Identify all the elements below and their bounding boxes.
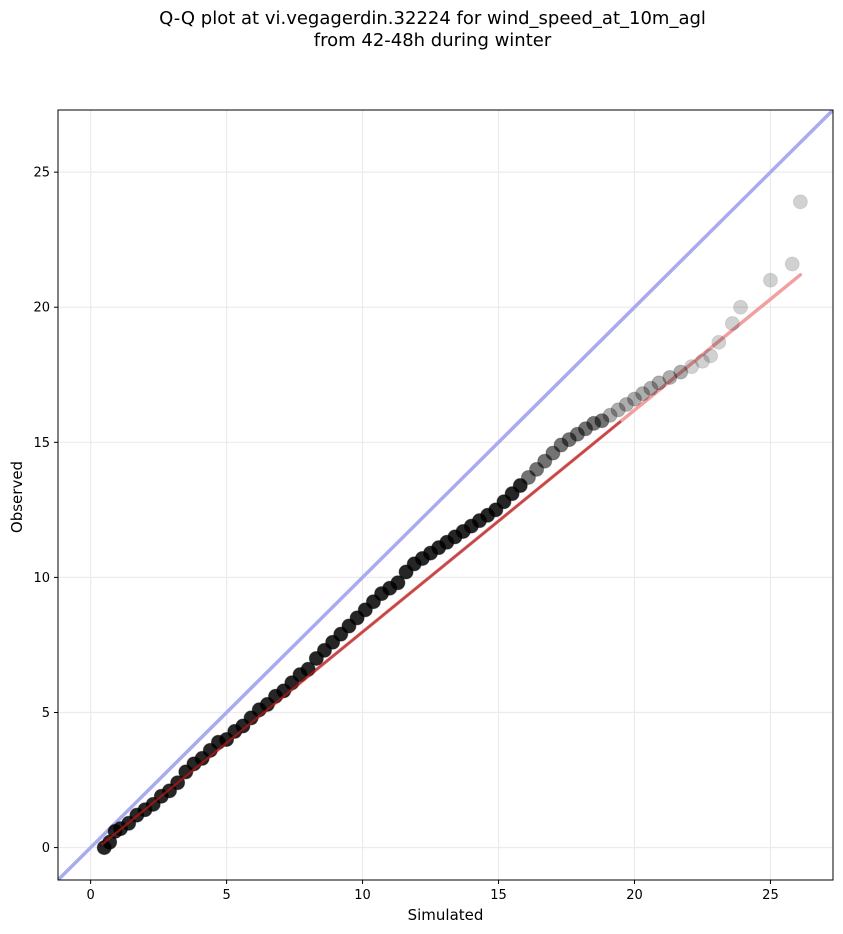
data-point xyxy=(635,386,651,402)
data-point xyxy=(594,413,610,429)
data-point xyxy=(618,396,634,412)
data-point xyxy=(643,380,659,396)
data-point xyxy=(784,256,800,272)
title-line-1: Q-Q plot at vi.vegagerdin.32224 for wind… xyxy=(159,8,706,29)
y-tick-label: 25 xyxy=(33,166,50,181)
data-point xyxy=(694,353,710,369)
y-tick-label: 0 xyxy=(42,841,50,856)
x-tick-label: 15 xyxy=(490,888,507,903)
y-axis-label: Observed xyxy=(8,460,26,534)
y-tick-label: 5 xyxy=(42,706,50,721)
data-point xyxy=(684,359,700,375)
data-point xyxy=(711,334,727,350)
data-point xyxy=(610,402,626,418)
x-tick-label: 25 xyxy=(762,888,779,903)
data-point xyxy=(724,315,740,331)
y-tick-label: 10 xyxy=(33,571,50,586)
plot-frame xyxy=(57,109,834,881)
fit-line-overlay xyxy=(100,420,622,846)
y-tick-label: 20 xyxy=(33,301,50,316)
title-line-2: from 42-48h during winter xyxy=(313,30,552,51)
data-point xyxy=(703,348,719,364)
x-tick-label: 10 xyxy=(354,888,371,903)
plot-marks xyxy=(58,110,833,880)
x-tick-label: 0 xyxy=(86,888,94,903)
data-point xyxy=(673,364,689,380)
axis-ticks: 0 5 10 15 20 25 0 5 10 15 20 25 xyxy=(33,166,778,903)
data-point xyxy=(733,299,749,315)
data-point xyxy=(662,369,678,385)
x-axis-label: Simulated xyxy=(407,906,484,924)
data-point xyxy=(390,575,406,591)
identity-line xyxy=(58,110,833,880)
data-point xyxy=(602,407,618,423)
data-point xyxy=(762,272,778,288)
y-tick-label: 15 xyxy=(33,436,50,451)
chart-title: Q-Q plot at vi.vegagerdin.32224 for wind… xyxy=(0,8,843,52)
data-point xyxy=(792,194,808,210)
grid-lines xyxy=(58,110,833,880)
x-tick-label: 20 xyxy=(626,888,643,903)
x-tick-label: 5 xyxy=(222,888,230,903)
data-point xyxy=(626,391,642,407)
data-point xyxy=(651,375,667,391)
